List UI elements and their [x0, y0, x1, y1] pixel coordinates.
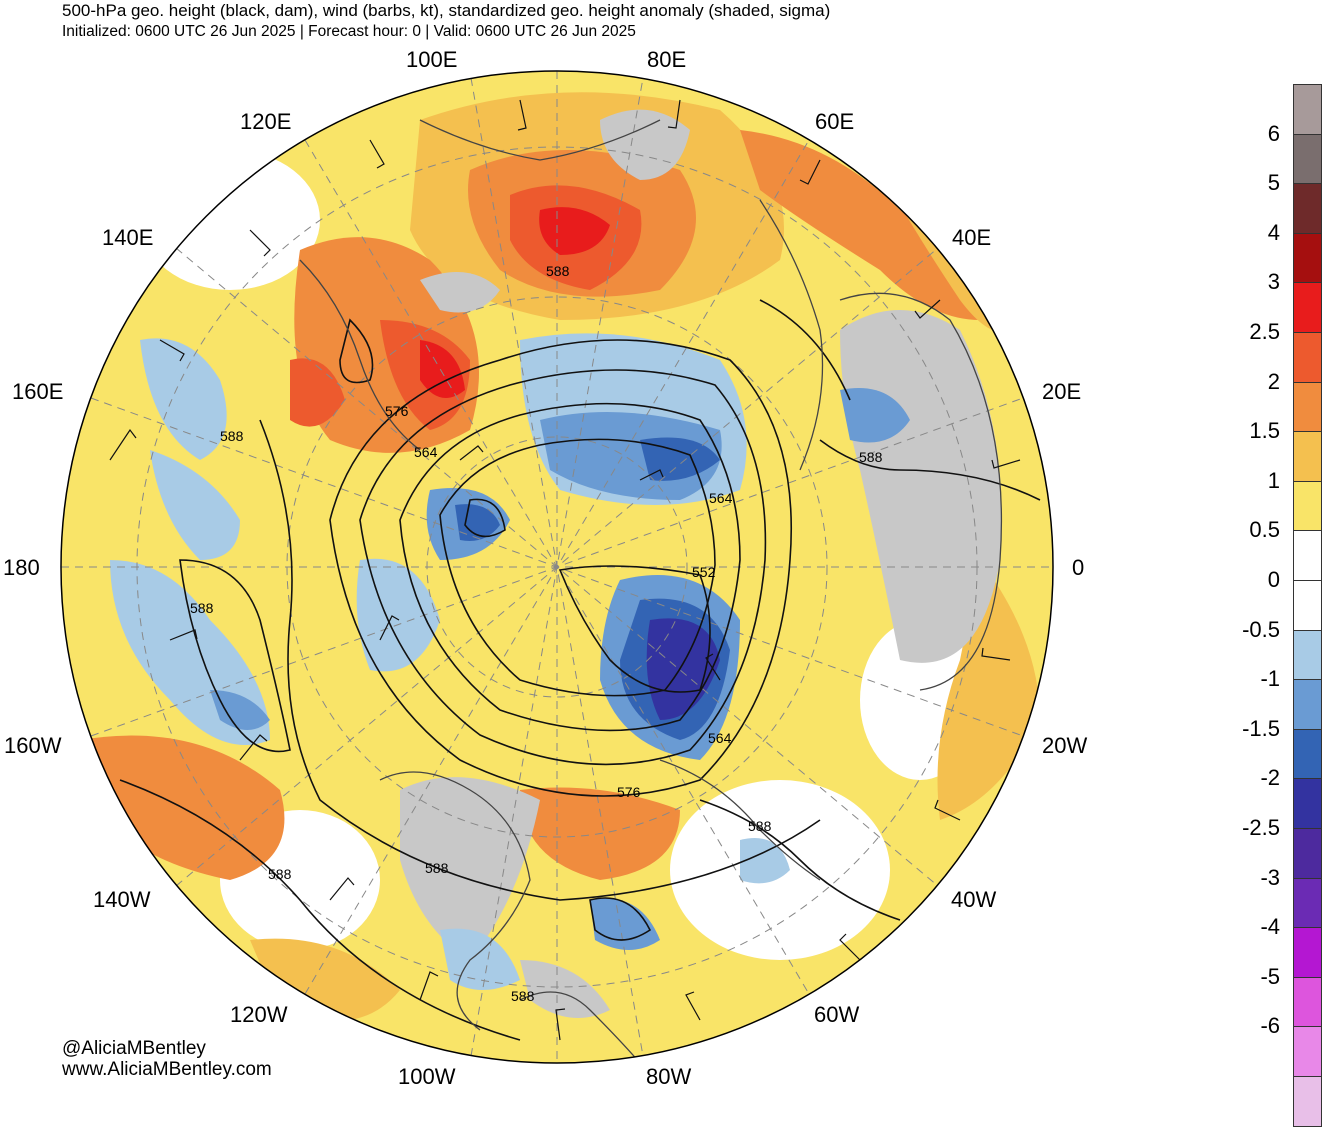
colorbar-label: -1: [1260, 666, 1280, 692]
colorbar-segment: [1293, 679, 1322, 730]
longitude-labels: 100E 80E 120E 60E 140E 40E 160E 20E 180 …: [3, 47, 1087, 1086]
credits-website: www.AliciaMBentley.com: [62, 1059, 272, 1080]
contour-labels: 588 576 564 564 552 564 576 588 588 588 …: [190, 263, 883, 1004]
lon-label-20w: 20W: [1042, 733, 1087, 758]
contour-label: 588: [546, 263, 570, 279]
colorbar-segment: [1293, 332, 1322, 383]
contour-label: 564: [414, 444, 438, 460]
height-contours: [119, 299, 1041, 1041]
lon-label-160w: 160W: [4, 733, 62, 758]
colorbar-label: 3: [1267, 269, 1280, 295]
lon-label-20e: 20E: [1042, 379, 1081, 404]
lon-label-100w: 100W: [398, 1064, 456, 1086]
colorbar-label: 1: [1267, 467, 1280, 493]
contour-label: 588: [859, 449, 883, 465]
colorbar-label: 5: [1267, 170, 1280, 196]
colorbar-segment: [1293, 1076, 1322, 1127]
contour-label: 576: [617, 784, 641, 800]
lon-label-100e: 100E: [406, 47, 457, 72]
chart-title: 500-hPa geo. height (black, dam), wind (…: [62, 1, 831, 20]
colorbar-label: -4: [1260, 914, 1280, 940]
colorbar-segment: [1293, 927, 1322, 978]
credits-handle: @AliciaMBentley: [62, 1038, 206, 1059]
lon-label-120w: 120W: [230, 1002, 288, 1027]
colorbar-segment: [1293, 629, 1322, 681]
colorbar-segment: [1293, 133, 1322, 185]
contour-label: 588: [268, 866, 292, 882]
colorbar-segment: [1293, 183, 1322, 234]
colorbar-segment: [1293, 480, 1322, 532]
contour-label: 564: [708, 730, 732, 746]
colorbar-label: -2: [1260, 765, 1280, 791]
map-boundary: [60, 70, 1054, 1064]
lon-label-140e: 140E: [102, 225, 153, 250]
credits: @AliciaMBentley www.AliciaMBentley.com: [62, 1038, 272, 1080]
graticule: [61, 71, 1053, 1063]
lon-label-120e: 120E: [240, 109, 291, 134]
colorbar-label: -2.5: [1242, 815, 1280, 840]
lon-label-60w: 60W: [814, 1002, 859, 1027]
lon-label-140w: 140W: [93, 887, 151, 912]
colorbar-label: 1.5: [1249, 418, 1280, 444]
lon-label-180: 180: [3, 555, 40, 580]
colorbar-segment: [1293, 828, 1322, 879]
colorbar-label: 2.5: [1249, 319, 1280, 344]
contour-label: 588: [511, 988, 535, 1004]
polar-map: 100E 80E 120E 60E 140E 40E 160E 20E 180 …: [3, 47, 1087, 1086]
colorbar-segment: [1293, 431, 1322, 482]
colorbar-label: -1.5: [1242, 715, 1280, 741]
contour-label: 588: [748, 818, 772, 834]
colorbar-segment: [1293, 728, 1322, 780]
colorbar-label: 0: [1267, 567, 1280, 592]
lon-label-80w: 80W: [646, 1064, 691, 1086]
wind-barbs: [109, 99, 1021, 1041]
lon-label-80e: 80E: [647, 47, 686, 72]
colorbar-label: -3: [1260, 864, 1280, 890]
colorbar-label: -6: [1260, 1013, 1280, 1039]
colorbar-segment: [1293, 84, 1322, 135]
colorbar-label: 2: [1267, 368, 1280, 394]
colorbar-label: 4: [1267, 219, 1280, 245]
contour-label: 588: [425, 860, 449, 876]
colorbar-segment: [1293, 1026, 1322, 1077]
chart-subtitle: Initialized: 0600 UTC 26 Jun 2025 | Fore…: [62, 23, 636, 40]
coastlines: [299, 119, 1003, 1063]
colorbar-segment: [1293, 976, 1322, 1028]
colorbar-label: -5: [1260, 963, 1280, 989]
colorbar-label: 0.5: [1249, 517, 1280, 543]
colorbar-segment: [1293, 232, 1322, 284]
colorbar-segment: [1293, 530, 1322, 581]
colorbar-label: -0.5: [1242, 616, 1280, 642]
lon-label-40e: 40E: [952, 225, 991, 250]
colorbar-segment: [1293, 381, 1322, 433]
contour-label: 552: [692, 564, 716, 580]
colorbar-segment: [1293, 778, 1322, 829]
contour-label: 564: [709, 490, 733, 506]
contour-label: 588: [220, 428, 244, 444]
colorbar-segment: [1293, 877, 1322, 929]
colorbar-segment: [1293, 580, 1322, 631]
lon-label-60e: 60E: [815, 109, 854, 134]
lon-label-160e: 160E: [12, 379, 63, 404]
lon-label-40w: 40W: [951, 887, 996, 912]
colorbar-segment: [1293, 282, 1322, 333]
lon-label-0: 0: [1072, 555, 1084, 580]
contour-label: 576: [385, 403, 409, 419]
contour-label: 588: [190, 600, 214, 616]
colorbar-label: 6: [1267, 120, 1280, 146]
